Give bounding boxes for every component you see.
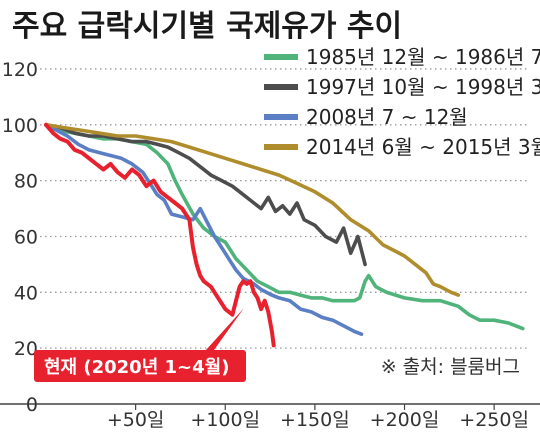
legend: 1985년 12월 ~ 1986년 7월 1997년 10월 ~ 1998년 3월… — [264, 45, 540, 159]
y-tick-label: 0 — [26, 394, 38, 416]
x-tick-labels: +50일 +100일 +150일 +200일 +250일 — [107, 404, 529, 431]
series-line-0 — [44, 123, 525, 331]
source-note: ※ 출처: 블룸버그 — [381, 356, 520, 378]
series-line-3 — [44, 123, 461, 297]
x-tick-label: +100일 — [190, 409, 260, 431]
series-line-1 — [44, 123, 367, 267]
series-line-2 — [44, 123, 364, 336]
y-tick-label: 100 — [2, 115, 38, 137]
y-tick-label: 60 — [14, 226, 38, 248]
y-tick-labels: 120 100 80 60 40 20 0 — [2, 59, 38, 416]
legend-label: 2008년 7 ~ 12월 — [306, 105, 468, 129]
current-callout: 현재 (2020년 1~4월) — [34, 308, 246, 382]
series-line-4 — [44, 122, 276, 348]
y-tick-label: 40 — [14, 282, 38, 304]
x-tick-label: +50일 — [107, 409, 165, 431]
legend-label: 2014년 6월 ~ 2015년 3월 — [306, 135, 540, 159]
y-tick-label: 80 — [14, 171, 38, 193]
chart-title: 주요 급락시기별 국제유가 추이 — [12, 9, 402, 44]
legend-label: 1997년 10월 ~ 1998년 3월 — [306, 75, 540, 99]
series-lines — [44, 122, 525, 348]
legend-label: 1985년 12월 ~ 1986년 7월 — [306, 45, 540, 69]
y-tick-label: 20 — [14, 338, 38, 360]
callout-label: 현재 (2020년 1~4월) — [44, 357, 229, 378]
x-tick-label: +200일 — [370, 409, 440, 431]
callout-box — [34, 350, 246, 382]
x-tick-label: +250일 — [459, 409, 529, 431]
callout-pointer — [206, 308, 244, 350]
x-tick-label: +150일 — [280, 409, 350, 431]
y-tick-label: 120 — [2, 59, 38, 81]
